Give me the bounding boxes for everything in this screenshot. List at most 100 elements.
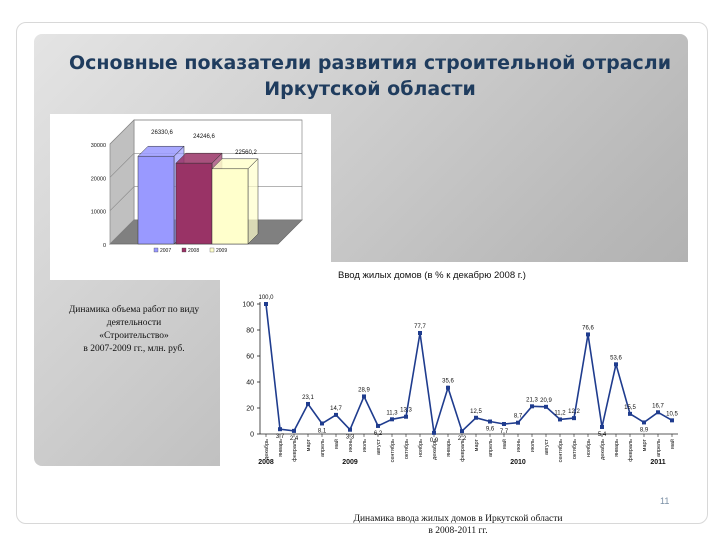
bar-chart: 0 10000 20000 30000 26330,6 24246,6 22560,2 2… — [91, 119, 303, 254]
line-point — [376, 423, 380, 428]
line-point — [432, 430, 436, 435]
line-point-label: 77,7 — [414, 324, 426, 330]
month-label: апрель — [488, 439, 494, 457]
caption-line: деятельности — [106, 318, 162, 328]
line-point-label: 15,5 — [624, 405, 636, 411]
bar-y-tick-label: 0 — [103, 243, 106, 249]
month-label: февраль — [628, 439, 634, 462]
line-y-tick-label: 100 — [242, 302, 254, 309]
month-label: март — [474, 439, 480, 452]
line-point-label: 9,6 — [486, 427, 495, 433]
month-label: август — [376, 439, 382, 455]
bar-2007 — [137, 155, 175, 245]
caption-line: Динамика ввода жилых домов в Иркутской о… — [353, 514, 563, 524]
line-point — [320, 421, 324, 426]
line-y-tick-label: 80 — [246, 328, 254, 335]
line-point-label: 23,1 — [302, 395, 314, 401]
line-point — [474, 415, 478, 420]
bar-2008 — [175, 162, 213, 245]
month-label: октябрь — [572, 439, 578, 459]
bar-gridline-side — [109, 219, 135, 245]
bar-y-tick-label: 20000 — [91, 176, 106, 182]
line-point — [404, 414, 408, 419]
line-point-label: 7,7 — [500, 429, 509, 435]
line-point — [264, 302, 268, 306]
month-label: ноябрь — [586, 439, 592, 457]
line-point — [614, 362, 618, 367]
line-point — [670, 418, 674, 423]
caption-line: Динамика объема работ по виду — [68, 305, 200, 315]
line-point-label: 13,3 — [400, 408, 412, 414]
month-label: январь — [446, 439, 452, 457]
month-label: февраль — [292, 439, 298, 462]
line-point — [292, 428, 296, 433]
caption-line: в 2007-2009 гг., млн. руб. — [83, 344, 185, 354]
year-label: 2008 — [258, 459, 274, 466]
legend-swatch — [181, 247, 187, 253]
month-label: март — [642, 439, 648, 452]
line-point — [306, 401, 310, 406]
month-label: сентябрь — [558, 439, 564, 463]
line-point — [572, 416, 576, 421]
legend-label: 2008 — [188, 248, 199, 254]
month-label: май — [669, 439, 676, 449]
legend-label: 2007 — [160, 248, 171, 254]
bar-y-tick-label: 10000 — [91, 210, 106, 216]
line-point — [628, 411, 632, 416]
line-point-label: 3,7 — [276, 434, 285, 440]
month-label: апрель — [656, 439, 662, 457]
line-y-tick-label: 20 — [246, 406, 254, 413]
line-chart-caption: Динамика ввода жилых домов в Иркутской о… — [330, 513, 586, 537]
line-y-tick-label: 40 — [246, 380, 254, 387]
line-point — [488, 419, 492, 424]
bar-2009 — [211, 168, 249, 245]
line-point — [348, 427, 352, 432]
line-point — [642, 420, 646, 425]
month-label: сентябрь — [390, 439, 396, 463]
line-point — [558, 417, 562, 422]
line-point — [502, 421, 506, 426]
line-point-label: 6,2 — [374, 431, 383, 437]
line-point-label: 28,9 — [358, 387, 370, 393]
month-label: январь — [278, 439, 284, 457]
title-line-2: Иркутской области — [264, 78, 476, 100]
bar-value-label: 26330,6 — [151, 130, 173, 136]
line-point-label: 11,3 — [386, 410, 398, 416]
line-chart-title: Ввод жилых домов (в % к декабрю 2008 г.) — [338, 270, 526, 281]
month-label: март — [306, 439, 312, 452]
line-point — [544, 404, 548, 409]
title-line-1: Основные показатели развития строительно… — [68, 52, 672, 74]
line-point-label: 11,2 — [554, 410, 566, 416]
line-point-label: 2,2 — [458, 436, 467, 442]
month-label: август — [544, 439, 550, 455]
caption-line: в 2008-2011 гг. — [428, 526, 488, 536]
month-label: июль — [362, 439, 368, 452]
line-point — [278, 427, 282, 432]
line-y-tick-label: 60 — [246, 354, 254, 361]
line-point-label: 21,3 — [526, 397, 538, 403]
bar-y-tick-label: 30000 — [91, 143, 106, 149]
line-y-tick-label: 0 — [250, 432, 254, 439]
month-label: июль — [530, 439, 536, 452]
month-label: январь — [614, 439, 620, 457]
month-label: октябрь — [404, 439, 410, 459]
legend-label: 2009 — [216, 248, 227, 254]
bar-value-label: 22560,2 — [235, 150, 257, 156]
line-point — [600, 424, 604, 429]
legend-swatch — [209, 247, 215, 253]
year-label: 2011 — [650, 459, 665, 466]
line-point — [460, 429, 464, 434]
line-point-label: 35,6 — [442, 379, 454, 385]
line-series — [265, 303, 673, 434]
month-label: май — [501, 439, 508, 449]
line-point-label: 76,6 — [582, 325, 594, 331]
year-label: 2010 — [510, 459, 526, 466]
bar-chart-caption: Динамика объема работ по виду деятельнос… — [54, 304, 214, 356]
month-label: февраль — [460, 439, 466, 462]
slide-title: Основные показатели развития строительно… — [40, 50, 700, 102]
line-point-label: 16,7 — [652, 403, 664, 409]
line-point-label: 8,9 — [640, 427, 649, 433]
month-label: апрель — [320, 439, 326, 457]
line-point — [418, 330, 422, 335]
line-point-label: 3,3 — [346, 435, 355, 441]
